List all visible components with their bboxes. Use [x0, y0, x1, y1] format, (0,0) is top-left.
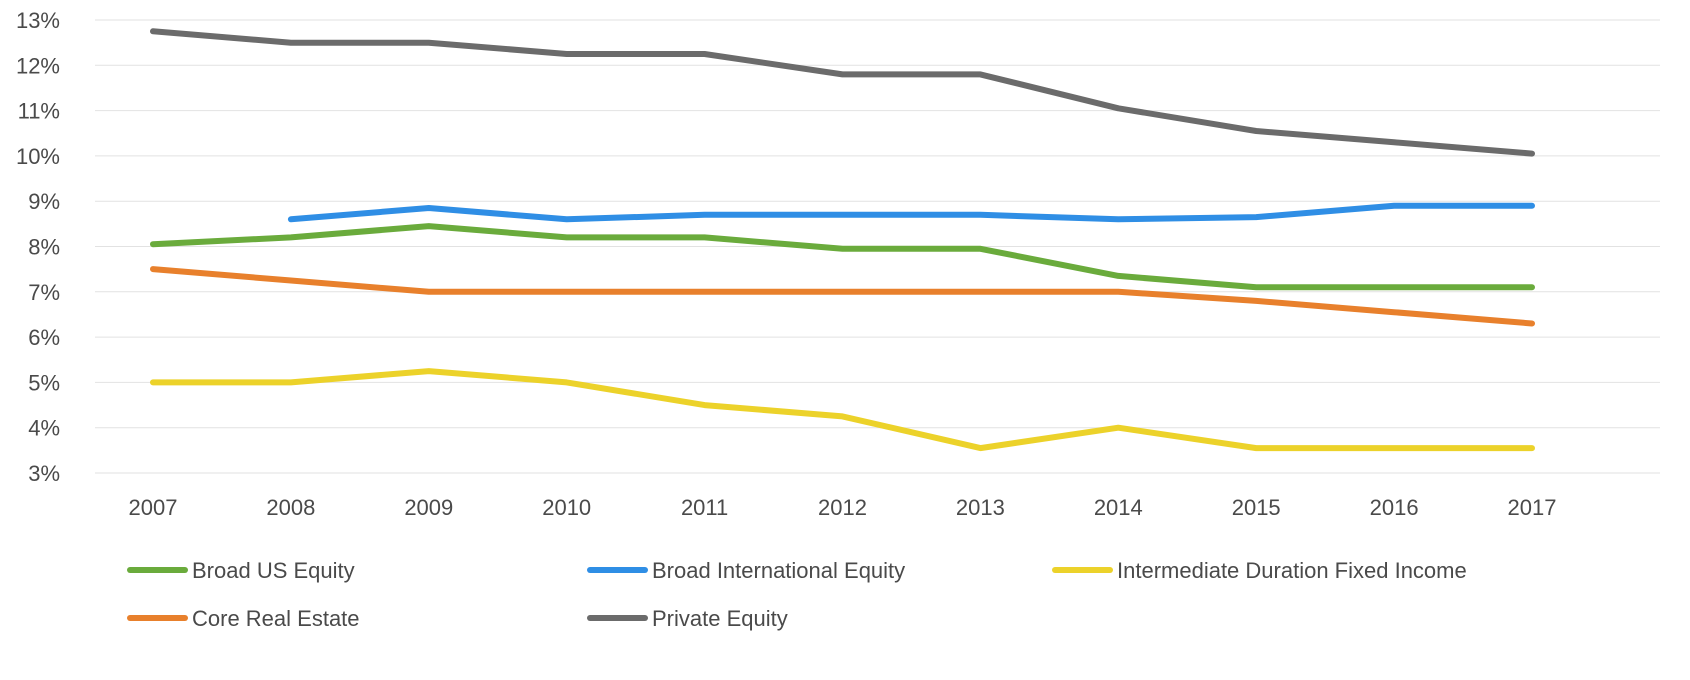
y-tick-label: 12% [16, 53, 60, 78]
x-tick-label: 2012 [818, 495, 867, 520]
x-tick-label: 2013 [956, 495, 1005, 520]
y-tick-label: 4% [28, 416, 60, 441]
legend-label: Broad International Equity [652, 558, 905, 583]
x-tick-label: 2014 [1094, 495, 1143, 520]
y-tick-label: 13% [16, 8, 60, 33]
series-line-broad-us-equity [150, 223, 1535, 291]
legend-label: Core Real Estate [192, 606, 360, 631]
x-tick-label: 2011 [681, 495, 728, 520]
y-tick-label: 7% [28, 280, 60, 305]
y-axis-tick-labels: 3% 4% 5% 6% 7% 8% 9% 10% 11% 12% 13% [16, 8, 60, 486]
x-axis-tick-labels: 2007 2008 2009 2010 2011 2012 2013 2014 2015 2016… [129, 495, 1557, 520]
legend-item: Private Equity [587, 606, 788, 631]
x-tick-label: 2010 [542, 495, 591, 520]
x-tick-label: 2017 [1508, 495, 1557, 520]
y-tick-label: 10% [16, 144, 60, 169]
y-tick-label: 9% [28, 189, 60, 214]
x-tick-label: 2008 [266, 495, 315, 520]
series-lines [150, 28, 1535, 452]
series-line-intermediate-duration-fixed-income [150, 368, 1535, 452]
y-tick-label: 11% [18, 99, 60, 124]
x-tick-label: 2015 [1232, 495, 1281, 520]
series-line-core-real-estate [150, 266, 1535, 327]
legend-label: Private Equity [652, 606, 788, 631]
series-line-broad-international-equity [287, 202, 1535, 223]
legend-item: Intermediate Duration Fixed Income [1052, 558, 1467, 583]
x-tick-label: 2016 [1370, 495, 1419, 520]
y-tick-label: 3% [28, 461, 60, 486]
legend-item: Broad US Equity [127, 558, 355, 583]
legend-label: Intermediate Duration Fixed Income [1117, 558, 1467, 583]
legend: Broad US Equity Broad International Equit… [127, 558, 1467, 631]
y-tick-label: 8% [28, 235, 60, 260]
x-tick-label: 2007 [129, 495, 178, 520]
legend-label: Broad US Equity [192, 558, 355, 583]
series-line-private-equity [150, 28, 1535, 157]
x-tick-label: 2009 [404, 495, 453, 520]
y-tick-label: 6% [28, 325, 60, 350]
y-tick-label: 5% [28, 370, 60, 395]
legend-item: Broad International Equity [587, 558, 905, 583]
legend-item: Core Real Estate [127, 606, 360, 631]
